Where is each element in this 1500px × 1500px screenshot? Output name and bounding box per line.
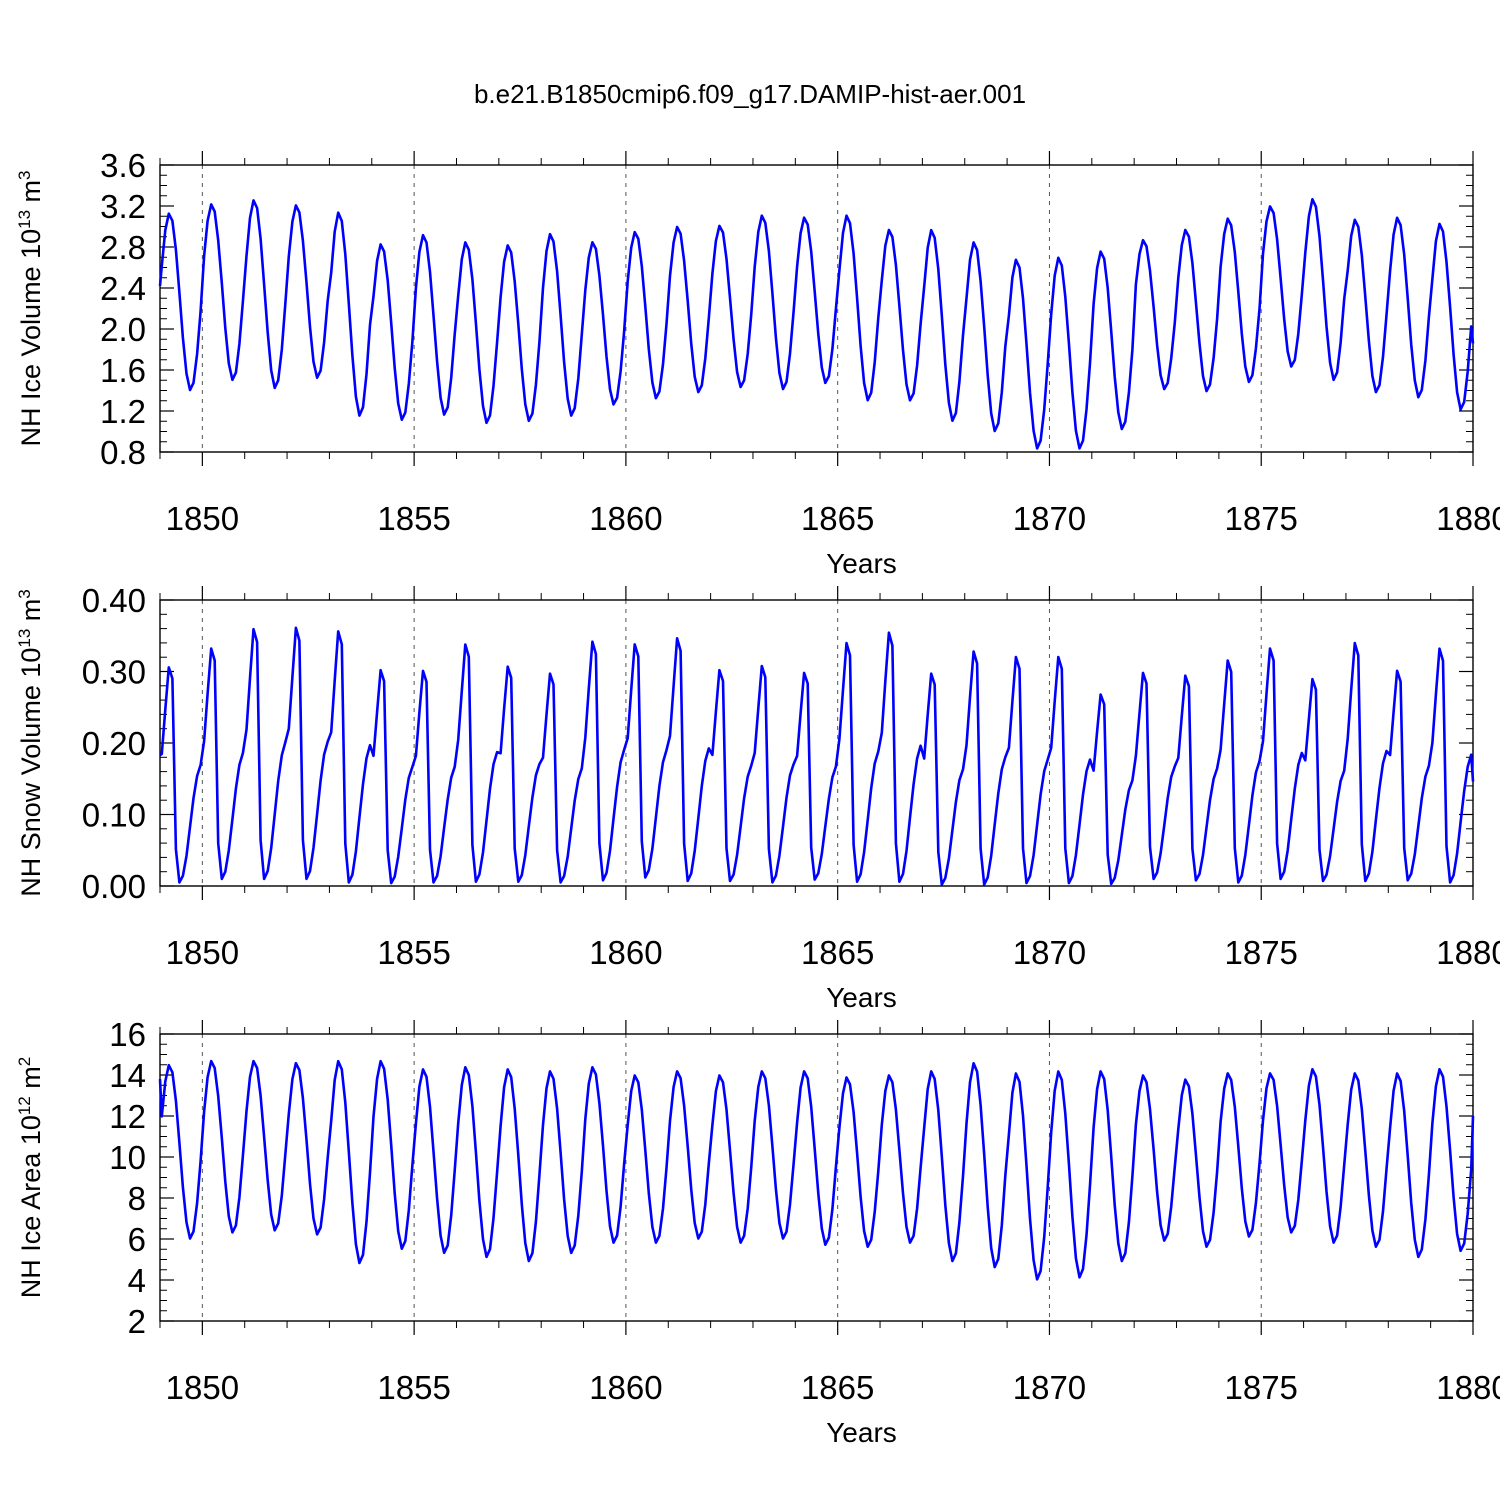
x-tick-label: 1870 (1013, 1369, 1086, 1406)
y-tick-label: 0.00 (82, 868, 146, 905)
y-tick-label: 1.6 (100, 352, 146, 389)
y-tick-label: 14 (109, 1057, 146, 1094)
x-axis-title: Years (826, 982, 897, 1013)
x-tick-label: 1860 (589, 500, 662, 537)
x-tick-label: 1865 (801, 1369, 874, 1406)
y-tick-label: 8 (128, 1180, 146, 1217)
y-tick-label: 2.4 (100, 270, 146, 307)
series-line (158, 198, 1475, 450)
x-tick-label: 1875 (1225, 934, 1298, 971)
y-tick-label: 6 (128, 1221, 146, 1258)
y-tick-label: 2 (128, 1303, 146, 1340)
y-tick-label: 0.30 (82, 654, 146, 691)
x-tick-label: 1865 (801, 500, 874, 537)
y-tick-label: 0.10 (82, 797, 146, 834)
x-tick-label: 1855 (377, 934, 450, 971)
y-tick-label: 2.0 (100, 311, 146, 348)
y-tick-label: 2.8 (100, 229, 146, 266)
y-tick-label: 0.20 (82, 725, 146, 762)
y-tick-label: 1.2 (100, 393, 146, 430)
x-tick-label: 1855 (377, 500, 450, 537)
x-tick-label: 1875 (1225, 500, 1298, 537)
x-tick-label: 1855 (377, 1369, 450, 1406)
y-axis-title: NH Ice Volume 1013 m3 (15, 171, 46, 447)
y-tick-label: 0.8 (100, 434, 146, 471)
y-tick-label: 16 (109, 1016, 146, 1053)
y-axis-title: NH Snow Volume 1013 m3 (15, 589, 46, 897)
y-tick-label: 12 (109, 1098, 146, 1135)
series-line (159, 626, 1475, 886)
x-tick-label: 1850 (166, 500, 239, 537)
x-tick-label: 1875 (1225, 1369, 1298, 1406)
y-tick-label: 0.40 (82, 582, 146, 619)
y-tick-label: 4 (128, 1262, 146, 1299)
x-axis-title: Years (826, 1417, 897, 1448)
x-tick-label: 1850 (166, 1369, 239, 1406)
y-tick-label: 3.2 (100, 188, 146, 225)
x-tick-label: 1870 (1013, 934, 1086, 971)
x-tick-label: 1850 (166, 934, 239, 971)
y-axis-title: NH Ice Area 1012 m2 (15, 1057, 46, 1298)
x-tick-label: 1870 (1013, 500, 1086, 537)
x-tick-label: 1860 (589, 1369, 662, 1406)
y-tick-label: 3.6 (100, 147, 146, 184)
figure-title: b.e21.B1850cmip6.f09_g17.DAMIP-hist-aer.… (474, 79, 1026, 109)
x-axis-title: Years (826, 548, 897, 579)
y-tick-label: 10 (109, 1139, 146, 1176)
x-tick-label: 1865 (801, 934, 874, 971)
x-tick-label: 1860 (589, 934, 662, 971)
series-line (158, 1059, 1475, 1281)
